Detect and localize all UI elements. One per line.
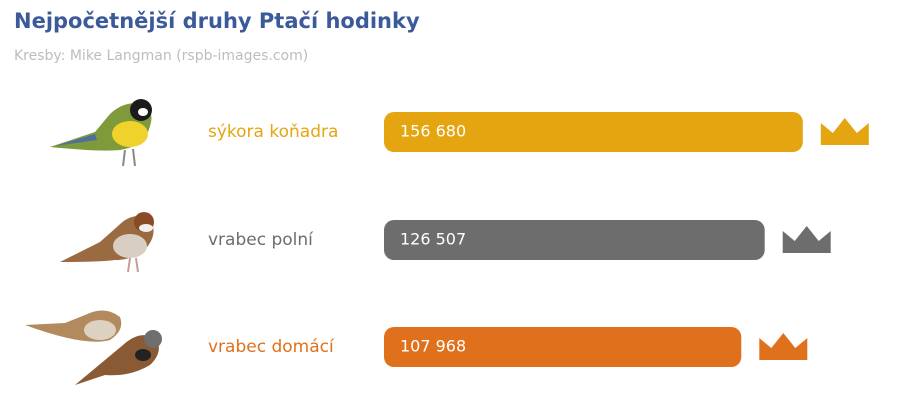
crown-icon — [759, 333, 808, 360]
chart-subtitle: Kresby: Mike Langman (rspb-images.com) — [14, 48, 308, 64]
category-label: sýkora koňadra — [208, 122, 338, 142]
category-label: vrabec polní — [208, 230, 314, 250]
value-label: 107 968 — [400, 337, 466, 356]
bird-illustrations — [25, 99, 162, 385]
bird-house-sparrows — [25, 310, 162, 385]
bar — [384, 220, 765, 260]
crown-icon — [820, 118, 869, 145]
value-label: 126 507 — [400, 230, 466, 249]
category-label: vrabec domácí — [208, 337, 335, 357]
crown-icon — [782, 226, 831, 253]
bird-great-tit — [50, 99, 152, 167]
bird-tree-sparrow — [60, 212, 154, 273]
bar — [384, 327, 742, 367]
bar — [384, 112, 803, 152]
chart-title: Nejpočetnější druhy Ptačí hodinky — [14, 9, 420, 33]
value-label: 156 680 — [400, 122, 466, 141]
